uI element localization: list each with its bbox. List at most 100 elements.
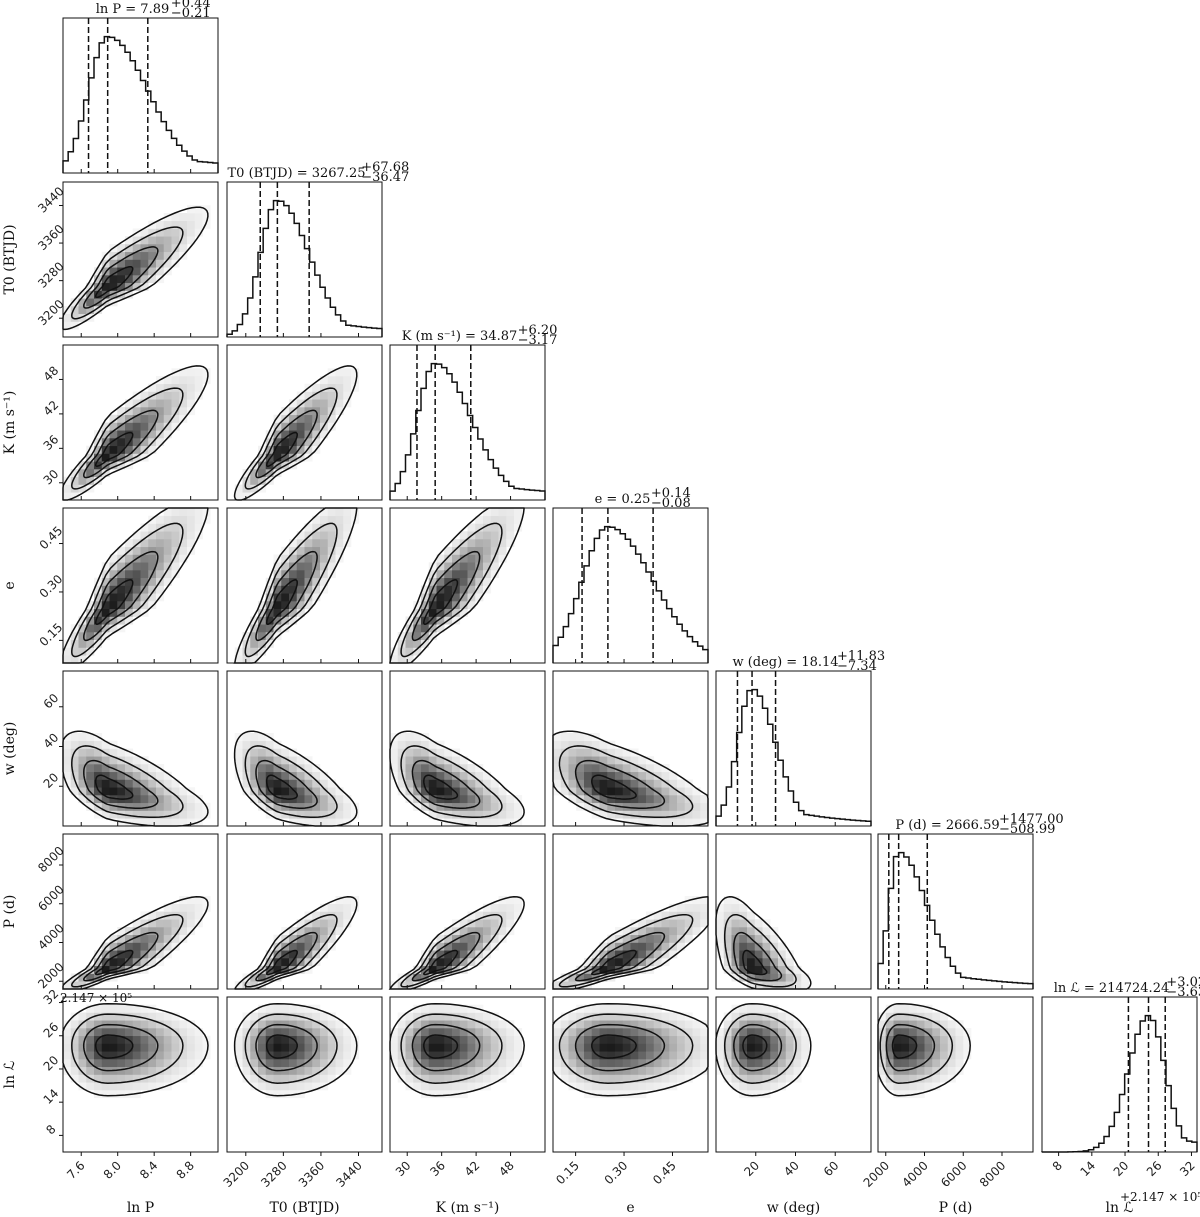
histogram-e — [552, 525, 709, 663]
density-cell — [70, 632, 79, 641]
density-cell — [421, 1074, 430, 1083]
density-cell — [304, 570, 313, 579]
density-cell — [86, 771, 95, 780]
density-cell — [289, 445, 298, 454]
density-cell — [163, 1035, 172, 1044]
density-cell — [117, 593, 126, 602]
density-cell — [684, 802, 693, 811]
density-cell — [265, 958, 274, 967]
density-cell — [125, 1082, 134, 1091]
density-cell — [793, 1020, 802, 1029]
density-cell — [281, 1012, 290, 1021]
density-cell — [955, 1035, 964, 1044]
density-cell — [304, 1012, 313, 1021]
density-cell — [747, 927, 756, 936]
density-cell — [754, 1004, 763, 1013]
density-cell — [700, 903, 709, 912]
density-cell — [171, 562, 180, 571]
density-cell — [483, 802, 492, 811]
density-cell — [132, 445, 141, 454]
density-cell — [125, 407, 134, 416]
density-cell — [296, 942, 305, 951]
density-cell — [731, 1043, 740, 1052]
density-cell — [327, 531, 336, 540]
density-cell — [273, 453, 282, 462]
density-cell — [584, 1051, 593, 1060]
density-cell — [932, 1082, 941, 1091]
density-cell — [86, 748, 95, 757]
density-cell — [234, 764, 243, 773]
x-tick-label-K: 36 — [427, 1158, 448, 1179]
density-cell — [947, 1066, 956, 1075]
density-cell — [754, 1020, 763, 1029]
density-cell — [630, 958, 639, 967]
density-cell — [86, 1043, 95, 1052]
density-cell — [421, 608, 430, 617]
density-cell — [171, 422, 180, 431]
density-cell — [591, 764, 600, 773]
density-cell — [171, 515, 180, 524]
density-cell — [599, 1082, 608, 1091]
density-cell — [785, 1035, 794, 1044]
density-cell — [653, 787, 662, 796]
density-cell — [109, 934, 118, 943]
density-cell — [653, 1004, 662, 1013]
density-cell — [289, 1066, 298, 1075]
offset-label-top: 2.147 × 10⁵ — [60, 991, 132, 1005]
density-cell — [156, 570, 165, 579]
density-cell — [94, 275, 103, 284]
density-cell — [475, 1074, 484, 1083]
density-cell — [101, 469, 110, 478]
density-cell — [163, 1059, 172, 1068]
histogram-K — [389, 362, 546, 500]
density-cell — [125, 554, 134, 563]
density-cell — [490, 1020, 499, 1029]
density-cell — [498, 818, 507, 827]
density-cell — [762, 1074, 771, 1083]
density-cell — [289, 779, 298, 788]
density-cell — [327, 414, 336, 423]
density-cell — [281, 608, 290, 617]
density-cell — [692, 787, 701, 796]
x-tick-label-T0: 3200 — [221, 1158, 252, 1189]
density-cell — [739, 942, 748, 951]
density-cell — [568, 795, 577, 804]
density-cell — [932, 1020, 941, 1029]
density-cell — [63, 1035, 72, 1044]
density-cell — [312, 577, 321, 586]
density-cell — [428, 1051, 437, 1060]
density-cell — [132, 282, 141, 291]
density-cell — [289, 965, 298, 974]
density-cell — [250, 1028, 259, 1037]
density-cell — [304, 1004, 313, 1013]
panel-frame — [552, 833, 709, 990]
density-cell — [70, 1051, 79, 1060]
density-cell — [901, 1004, 910, 1013]
density-cell — [94, 787, 103, 796]
density-cell — [747, 1090, 756, 1099]
density-cell — [778, 1051, 787, 1060]
contour-K-P-1 — [411, 931, 481, 982]
density-cell — [70, 321, 79, 330]
density-cell — [599, 810, 608, 819]
density-cell — [101, 562, 110, 571]
density-cell — [109, 1051, 118, 1060]
density-cell — [483, 531, 492, 540]
density-cell — [506, 531, 515, 540]
density-cell — [94, 306, 103, 315]
density-cell — [132, 934, 141, 943]
density-cell — [615, 958, 624, 967]
density-cell — [638, 927, 647, 936]
density-cell — [893, 1059, 902, 1068]
density-cell — [250, 795, 259, 804]
density-cell — [94, 1074, 103, 1083]
density-cell — [304, 818, 313, 827]
density-cell — [194, 810, 203, 819]
density-cell — [459, 919, 468, 928]
density-cell — [265, 1090, 274, 1099]
density-cell — [335, 927, 344, 936]
density-cell — [560, 973, 569, 982]
density-cell — [452, 1028, 461, 1037]
density-cell — [179, 383, 188, 392]
